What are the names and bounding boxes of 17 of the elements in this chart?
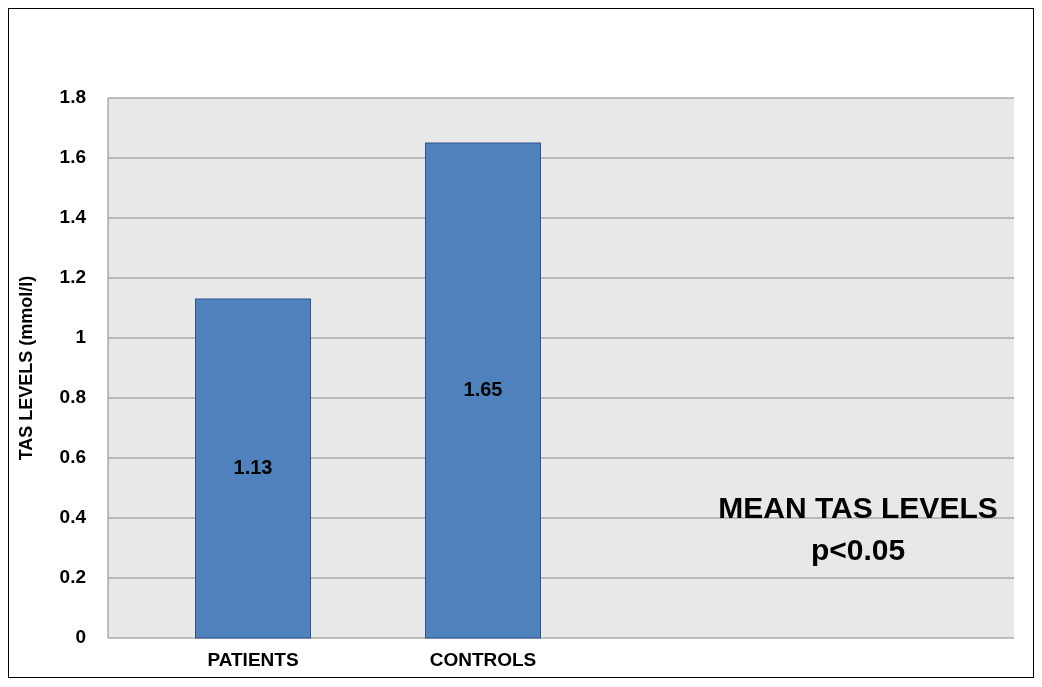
y-axis-title: TAS LEVELS (mmol/l): [16, 275, 36, 461]
data-label: 1.13: [233, 455, 273, 478]
y-tick-label: 0.4: [59, 506, 87, 528]
y-tick-label: 1.4: [59, 206, 87, 228]
y-tick-label: 1.2: [59, 266, 86, 288]
x-tick-label: CONTROLS: [429, 649, 537, 670]
y-tick-label: 1: [75, 326, 87, 348]
text: MEAN TAS LEVELS: [718, 491, 998, 524]
text: p<0.05: [810, 533, 906, 566]
y-tick-label: 1.8: [59, 86, 86, 108]
y-tick-label: 0: [75, 626, 86, 648]
y-tick-label: 0.2: [59, 566, 86, 588]
y-tick-label: 1.6: [59, 146, 86, 168]
data-label: 1.65: [463, 377, 503, 400]
x-tick-label: PATIENTS: [207, 649, 299, 670]
y-tick-label: 0.8: [59, 386, 86, 408]
y-tick-label: 0.6: [59, 446, 86, 468]
